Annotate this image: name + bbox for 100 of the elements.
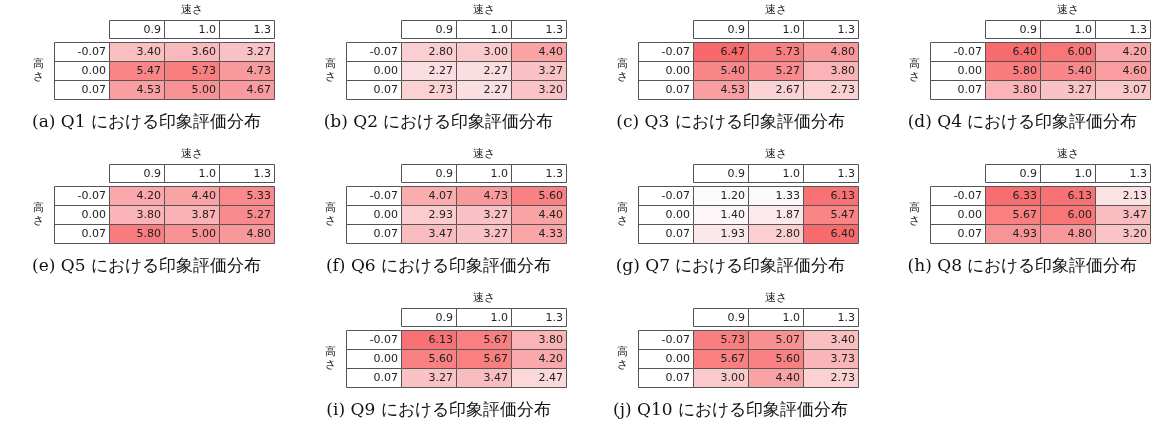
data-label: 3.80 xyxy=(136,208,161,222)
data-label: 3.80 xyxy=(1012,83,1037,97)
data-label: 5.33 xyxy=(246,189,271,203)
data-label: 4.40 xyxy=(538,45,563,59)
data-label: 4.67 xyxy=(246,83,271,97)
data-label: 3.80 xyxy=(830,64,855,78)
x-tick-label: 1.3 xyxy=(253,22,271,36)
y-tick-label: -0.07 xyxy=(77,189,106,203)
data-label: 2.13 xyxy=(1122,189,1147,203)
y-tick-label: -0.07 xyxy=(953,45,982,59)
data-label: 3.00 xyxy=(483,45,508,59)
x-tick-label: 1.0 xyxy=(1074,166,1092,180)
x-axis-title: 速さ xyxy=(1056,2,1078,16)
x-tick-label: 1.3 xyxy=(545,22,563,36)
x-tick-label: 1.0 xyxy=(198,22,216,36)
x-tick-label: 0.9 xyxy=(1019,22,1037,36)
x-tick-label: 0.9 xyxy=(727,22,745,36)
y-tick-label: -0.07 xyxy=(369,189,398,203)
x-tick-label: 0.9 xyxy=(727,166,745,180)
x-tick-label: 0.9 xyxy=(435,22,453,36)
y-axis-title: 高さ xyxy=(908,200,919,227)
data-label: 4.20 xyxy=(1122,45,1147,59)
x-tick-label: 0.9 xyxy=(727,310,745,324)
data-label: 4.40 xyxy=(191,189,216,203)
x-tick-label: 1.3 xyxy=(1129,22,1147,36)
text: (b) Q2 における印象評価分布 xyxy=(322,110,555,133)
data-label: 4.53 xyxy=(720,83,745,97)
data-label: 5.67 xyxy=(483,352,508,366)
data-label: 5.73 xyxy=(775,45,800,59)
data-label: 5.67 xyxy=(1012,208,1037,222)
x-axis-title: 速さ xyxy=(472,146,494,160)
data-label: 5.67 xyxy=(720,352,745,366)
data-label: 5.67 xyxy=(483,333,508,347)
text: (g) Q7 における印象評価分布 xyxy=(614,254,847,277)
data-label: 3.73 xyxy=(830,352,855,366)
x-axis-title: 速さ xyxy=(1056,146,1078,160)
data-label: 1.93 xyxy=(720,227,745,241)
data-label: 3.27 xyxy=(1067,83,1092,97)
x-tick-label: 1.0 xyxy=(782,22,800,36)
x-axis-title: 速さ xyxy=(472,2,494,16)
data-label: 4.20 xyxy=(136,189,161,203)
x-tick-label: 1.3 xyxy=(837,166,855,180)
x-tick-label: 1.3 xyxy=(545,166,563,180)
text: (i) Q9 における印象評価分布 xyxy=(325,398,552,421)
data-label: 5.47 xyxy=(136,64,161,78)
y-tick-label: -0.07 xyxy=(661,45,690,59)
data-label: 3.07 xyxy=(1122,83,1147,97)
data-label: 5.27 xyxy=(775,64,800,78)
y-tick-label: -0.07 xyxy=(369,333,398,347)
data-label: 6.13 xyxy=(428,333,453,347)
x-tick-label: 1.0 xyxy=(198,166,216,180)
text: (j) Q10 における印象評価分布 xyxy=(612,398,849,421)
x-tick-label: 0.9 xyxy=(1019,166,1037,180)
y-axis-title: 高さ xyxy=(616,56,627,83)
data-label: 1.20 xyxy=(720,189,745,203)
data-label: 1.87 xyxy=(775,208,800,222)
y-axis-title: 高さ xyxy=(32,56,43,83)
y-tick-label: -0.07 xyxy=(77,45,106,59)
y-tick-label: 0.00 xyxy=(665,352,690,366)
data-label: 4.80 xyxy=(830,45,855,59)
y-tick-label: -0.07 xyxy=(369,45,398,59)
y-axis-title: 高さ xyxy=(32,200,43,227)
data-label: 5.40 xyxy=(1067,64,1092,78)
text: (c) Q3 における印象評価分布 xyxy=(615,110,846,133)
data-label: 5.00 xyxy=(191,227,216,241)
y-axis-title: 高さ xyxy=(324,344,335,371)
y-axis-title: 高さ xyxy=(324,56,335,83)
data-label: 4.80 xyxy=(1067,227,1092,241)
y-tick-label: -0.07 xyxy=(661,333,690,347)
data-label: 2.27 xyxy=(428,64,453,78)
y-tick-label: 0.00 xyxy=(665,208,690,222)
data-label: 3.20 xyxy=(1122,227,1147,241)
y-tick-label: 0.07 xyxy=(665,227,690,241)
data-label: 6.40 xyxy=(1012,45,1037,59)
y-axis-title: 高さ xyxy=(616,344,627,371)
data-label: 2.73 xyxy=(830,371,855,385)
data-label: 2.93 xyxy=(428,208,453,222)
data-label: 4.20 xyxy=(538,352,563,366)
data-label: 3.47 xyxy=(483,371,508,385)
data-label: 6.13 xyxy=(830,189,855,203)
data-label: 5.60 xyxy=(538,189,563,203)
x-tick-label: 1.0 xyxy=(1074,22,1092,36)
x-axis-title: 速さ xyxy=(180,146,202,160)
y-tick-label: 0.07 xyxy=(957,83,982,97)
x-tick-label: 0.9 xyxy=(143,166,161,180)
x-axis-title: 速さ xyxy=(472,290,494,304)
x-axis-title: 速さ xyxy=(764,290,786,304)
y-tick-label: 0.07 xyxy=(81,227,106,241)
data-label: 5.80 xyxy=(1012,64,1037,78)
x-tick-label: 1.3 xyxy=(545,310,563,324)
data-label: 4.80 xyxy=(246,227,271,241)
data-label: 4.07 xyxy=(428,189,453,203)
data-label: 3.20 xyxy=(538,83,563,97)
data-label: 5.80 xyxy=(136,227,161,241)
y-tick-label: 0.00 xyxy=(665,64,690,78)
x-tick-label: 1.0 xyxy=(782,310,800,324)
data-label: 3.80 xyxy=(538,333,563,347)
data-label: 5.27 xyxy=(246,208,271,222)
data-label: 6.00 xyxy=(1067,208,1092,222)
y-tick-label: 0.07 xyxy=(665,83,690,97)
